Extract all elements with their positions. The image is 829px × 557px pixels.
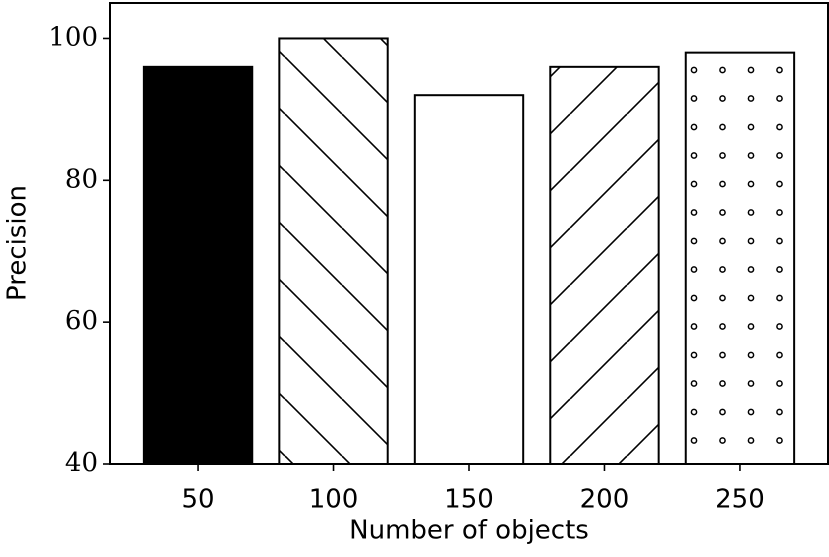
y-tick-label: 40 bbox=[65, 448, 98, 478]
y-axis-label: Precision bbox=[3, 185, 33, 301]
x-tick-label: 150 bbox=[444, 485, 494, 515]
y-tick-label: 80 bbox=[65, 164, 98, 194]
plot-frame bbox=[109, 2, 829, 465]
x-tick-label: 50 bbox=[182, 485, 215, 515]
x-tick-label: 250 bbox=[715, 485, 765, 515]
bar bbox=[684, 51, 796, 466]
bar bbox=[549, 65, 660, 465]
x-tick-label: 100 bbox=[309, 485, 359, 515]
x-tick-label: 200 bbox=[580, 485, 630, 515]
x-axis-label: Number of objects bbox=[349, 516, 589, 546]
y-tick-label: 100 bbox=[48, 22, 98, 52]
bar bbox=[278, 37, 389, 465]
bar bbox=[142, 65, 254, 465]
bar bbox=[413, 94, 525, 465]
y-tick-label: 60 bbox=[65, 306, 98, 336]
